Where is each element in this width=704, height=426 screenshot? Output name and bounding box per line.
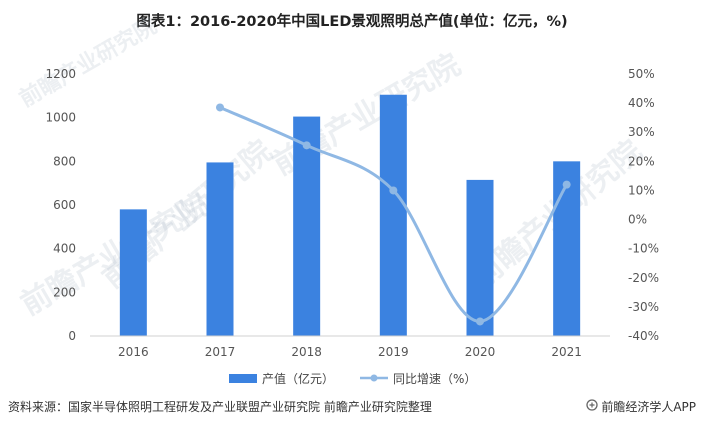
left-axis: 0 200 400 600 800 1000 1200: [45, 67, 76, 343]
growth-point: [216, 103, 224, 112]
bar: [293, 116, 321, 336]
bar: [553, 161, 581, 336]
bar: [466, 179, 494, 336]
left-tick-label: 1000: [45, 111, 76, 125]
chart-title: 图表1：2016-2020年中国LED景观照明总产值(单位：亿元，%): [136, 14, 568, 30]
legend-marker-line: [370, 374, 378, 382]
legend-swatch-bar: [229, 374, 257, 383]
legend-label-bar: 产值（亿元）: [262, 371, 334, 386]
x-tick-label: 2018: [291, 345, 322, 359]
right-tick-label: 0%: [628, 213, 647, 227]
growth-point: [476, 317, 484, 326]
growth-point: [562, 180, 571, 189]
growth-point: [302, 141, 311, 150]
bar: [119, 209, 147, 336]
bar: [379, 94, 407, 336]
left-tick-label: 200: [53, 285, 76, 299]
chart: 0 200 400 600 800 1000 1200 -40% -30% -20% -10% 0%…: [45, 67, 659, 386]
x-axis: 2016 2017 2018 2019 2020 2021: [90, 335, 610, 359]
right-tick-label: 10%: [628, 183, 655, 197]
brand-label: 前瞻经济学人APP: [601, 400, 696, 414]
growth-point: [389, 186, 398, 195]
right-tick-label: -30%: [628, 300, 659, 314]
bar: [206, 162, 234, 336]
source-note: 资料来源：国家半导体照明工程研发及产业联盟产业研究院 前瞻产业研究院整理: [8, 400, 432, 414]
left-tick-label: 1200: [45, 67, 76, 81]
left-tick-label: 600: [53, 198, 76, 212]
legend-label-line: 同比增速（%）: [393, 372, 476, 386]
left-tick-label: 800: [53, 154, 76, 168]
line-series: [216, 103, 571, 326]
right-tick-label: -10%: [628, 242, 659, 256]
growth-line: [219, 106, 568, 323]
right-tick-label: 20%: [628, 154, 655, 168]
right-tick-label: -20%: [628, 271, 659, 285]
x-tick-label: 2016: [118, 345, 149, 359]
right-tick-label: 50%: [628, 67, 655, 81]
footer: 资料来源：国家半导体照明工程研发及产业联盟产业研究院 前瞻产业研究院整理 前瞻经…: [8, 398, 696, 415]
x-tick-label: 2020: [465, 345, 496, 359]
right-tick-label: -40%: [628, 329, 659, 343]
left-tick-label: 0: [68, 329, 76, 343]
brand-icon: [586, 399, 598, 414]
bar-series: [119, 94, 581, 336]
right-axis: -40% -30% -20% -10% 0% 10% 20% 30% 40% 50%: [628, 67, 659, 343]
right-tick-label: 30%: [628, 125, 655, 139]
right-tick-label: 40%: [628, 96, 655, 110]
x-tick-label: 2019: [378, 345, 409, 359]
x-tick-label: 2017: [205, 345, 236, 359]
left-tick-label: 400: [53, 242, 76, 256]
legend: 产值（亿元） 同比增速（%）: [229, 371, 476, 386]
x-tick-label: 2021: [551, 345, 582, 359]
brand-credit: 前瞻经济学人APP: [586, 398, 696, 415]
